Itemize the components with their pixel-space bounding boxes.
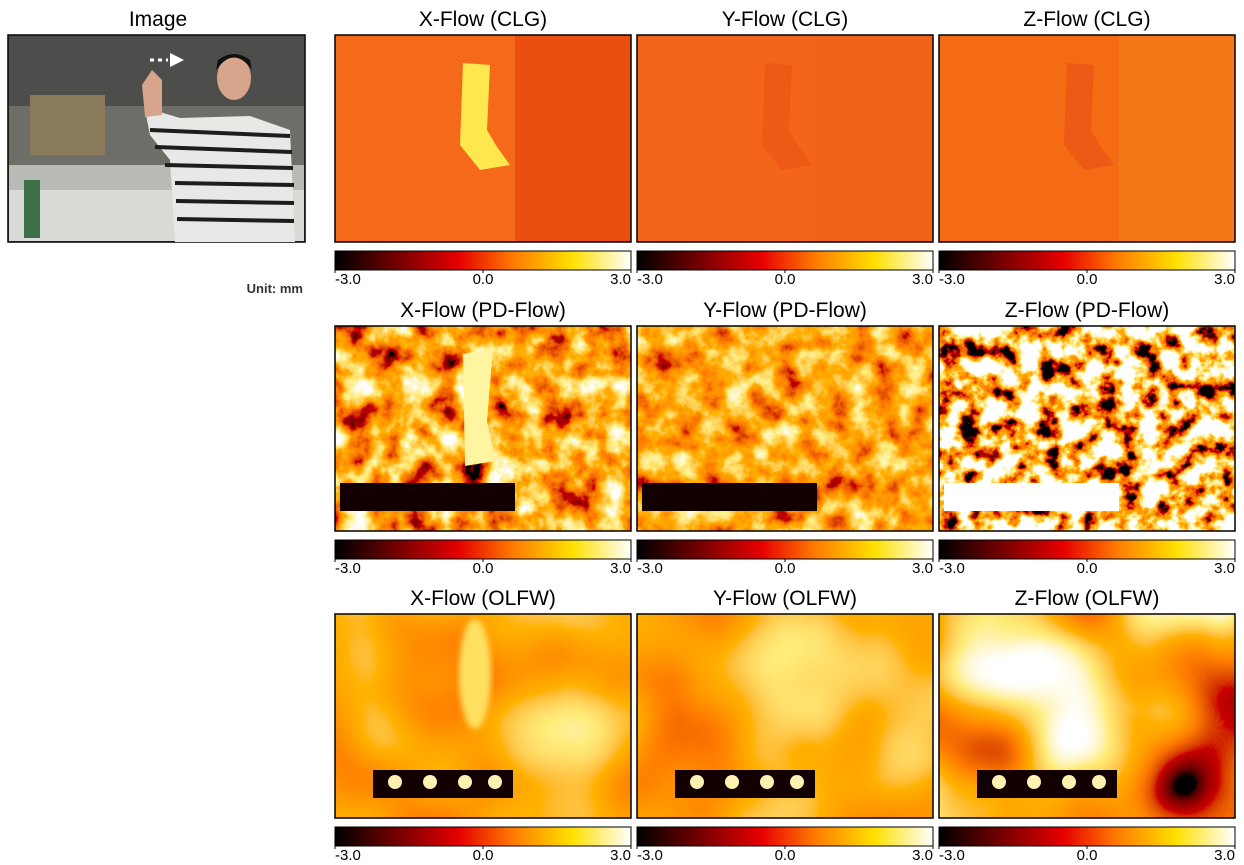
colorbar <box>938 250 1236 271</box>
flow-content <box>335 614 631 818</box>
flow-map <box>334 613 632 819</box>
flow-map <box>334 325 632 532</box>
colorbar-tick-label: 0.0 <box>775 560 796 577</box>
flow-content <box>637 326 933 531</box>
colorbar-tick-label: 3.0 <box>1214 847 1235 864</box>
spot <box>760 775 774 789</box>
colorbar-tick-label: 3.0 <box>912 560 933 577</box>
colorbar-tick-label: 0.0 <box>473 560 494 577</box>
colorbar-tick-label: -3.0 <box>939 847 965 864</box>
frame <box>636 325 934 532</box>
colorbar-tick-label: -3.0 <box>335 847 361 864</box>
frame <box>938 34 1236 243</box>
panel-title: Y-Flow (PD-Flow) <box>703 299 867 322</box>
panel-title: Z-Flow (OLFW) <box>1015 587 1160 610</box>
spot <box>1092 775 1106 789</box>
hand <box>762 63 812 170</box>
colorbar-tick-label: -3.0 <box>637 560 663 577</box>
colorbar-tick-label: -3.0 <box>939 271 965 288</box>
spot <box>1027 775 1041 789</box>
colorbar-tick-label: 0.0 <box>1077 271 1098 288</box>
frame <box>938 613 1236 819</box>
flow-content <box>637 614 933 818</box>
flow-map <box>334 34 632 243</box>
spot <box>488 775 502 789</box>
colorbar-tick-label: 3.0 <box>610 271 631 288</box>
frame <box>334 34 632 243</box>
colorbar-tick-label: 0.0 <box>473 847 494 864</box>
desk <box>944 483 1119 511</box>
colorbar <box>334 539 632 560</box>
hand <box>459 619 491 729</box>
flow-map <box>636 325 934 532</box>
flow-map <box>636 613 934 819</box>
spot <box>790 775 804 789</box>
flow-map <box>938 325 1236 532</box>
spot <box>423 775 437 789</box>
frame <box>636 613 934 819</box>
spot <box>992 775 1006 789</box>
spot <box>388 775 402 789</box>
flow-map <box>636 34 934 243</box>
colorbar <box>334 826 632 847</box>
photo <box>7 34 306 243</box>
colorbar-tick-label: -3.0 <box>939 560 965 577</box>
flow-region <box>515 35 631 242</box>
colorbar <box>636 539 934 560</box>
colorbar-tick-label: -3.0 <box>335 560 361 577</box>
hand <box>460 63 510 170</box>
colorbar-tick-label: 0.0 <box>1077 560 1098 577</box>
panel-title: Y-Flow (OLFW) <box>713 587 857 610</box>
colorbar <box>334 250 632 271</box>
flow-region <box>817 35 933 242</box>
colorbar-tick-label: 0.0 <box>775 847 796 864</box>
desk <box>340 483 515 511</box>
colorbar-tick-label: -3.0 <box>335 271 361 288</box>
image-label: Image <box>129 8 187 31</box>
flow-map <box>938 34 1236 243</box>
flow-content <box>335 326 631 531</box>
desk <box>642 483 817 511</box>
spot <box>458 775 472 789</box>
flow-content <box>939 326 1235 531</box>
colorbar-tick-label: 3.0 <box>912 847 933 864</box>
colorbar <box>636 250 934 271</box>
colorbar <box>938 539 1236 560</box>
spot <box>1062 775 1076 789</box>
frame <box>334 613 632 819</box>
panel-title: X-Flow (CLG) <box>419 8 547 31</box>
spot <box>725 775 739 789</box>
panel-title: Z-Flow (CLG) <box>1023 8 1150 31</box>
colorbar-tick-label: 3.0 <box>1214 271 1235 288</box>
frame <box>636 34 934 243</box>
colorbar-tick-label: 3.0 <box>1214 560 1235 577</box>
flow-region <box>1119 35 1235 242</box>
colorbar-tick-label: -3.0 <box>637 847 663 864</box>
colorbar-tick-label: 3.0 <box>610 847 631 864</box>
flow-content <box>939 614 1235 818</box>
colorbar-tick-label: 3.0 <box>610 560 631 577</box>
frame <box>938 325 1236 532</box>
flow-map <box>938 613 1236 819</box>
hand <box>463 348 495 466</box>
panel-title: Y-Flow (CLG) <box>722 8 848 31</box>
frame <box>334 325 632 532</box>
panel-title: X-Flow (OLFW) <box>410 587 556 610</box>
panel-title: X-Flow (PD-Flow) <box>400 299 566 322</box>
flow-content <box>939 35 1235 242</box>
colorbar-tick-label: 0.0 <box>775 271 796 288</box>
hand <box>1064 63 1114 170</box>
flow-content <box>637 35 933 242</box>
spot <box>690 775 704 789</box>
colorbar-tick-label: 3.0 <box>912 271 933 288</box>
unit-label: Unit: mm <box>247 281 303 296</box>
colorbar-tick-label: 0.0 <box>1077 847 1098 864</box>
panel-title: Z-Flow (PD-Flow) <box>1005 299 1169 322</box>
colorbar-tick-label: 0.0 <box>473 271 494 288</box>
colorbar <box>636 826 934 847</box>
flow-content <box>335 35 631 242</box>
colorbar <box>938 826 1236 847</box>
colorbar-tick-label: -3.0 <box>637 271 663 288</box>
